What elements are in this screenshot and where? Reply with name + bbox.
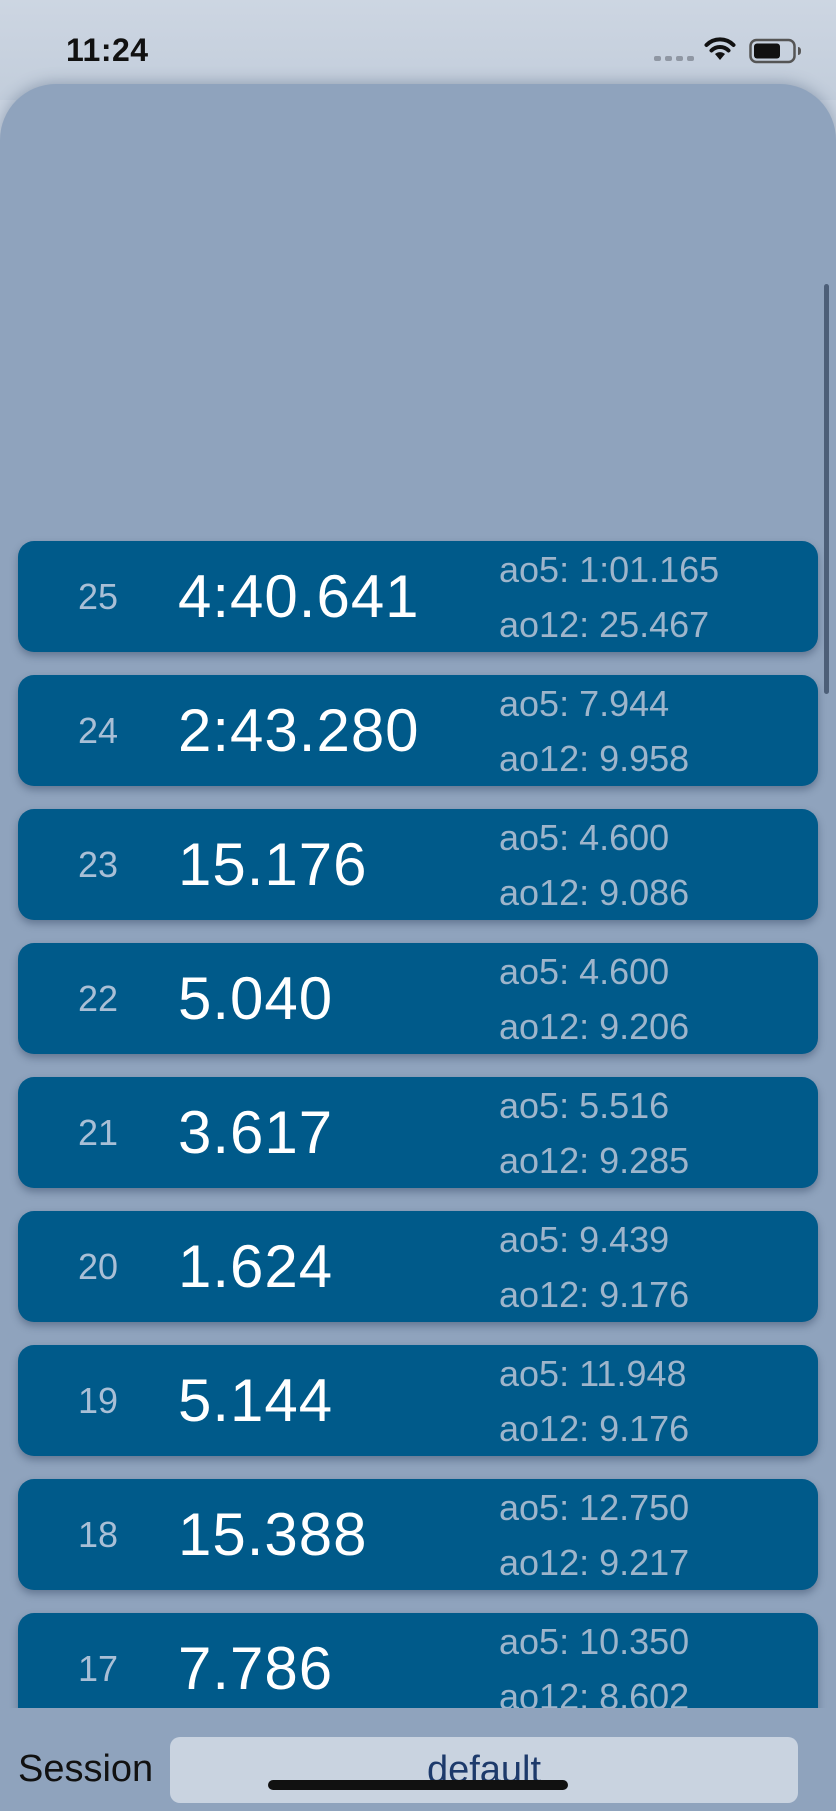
- solve-ao12: ao12: 25.467: [499, 604, 710, 645]
- solve-row[interactable]: 18 15.388 ao5: 12.750 ao12: 9.217: [18, 1479, 818, 1590]
- solve-time: 7.786: [178, 1635, 334, 1702]
- solve-index: 20: [77, 1246, 119, 1287]
- solve-index: 23: [77, 844, 119, 885]
- solve-index: 18: [77, 1514, 119, 1555]
- solve-index: 22: [77, 978, 119, 1019]
- solve-ao12: ao12: 8.602: [499, 1676, 690, 1708]
- solve-index: 25: [77, 576, 119, 617]
- solve-index: 21: [77, 1112, 119, 1153]
- solve-ao5: ao5: 5.516: [499, 1085, 670, 1126]
- session-selector[interactable]: default: [170, 1737, 798, 1803]
- wifi-icon: [703, 35, 737, 66]
- solve-time: 3.617: [178, 1099, 334, 1166]
- solve-ao5: ao5: 1:01.165: [499, 549, 720, 590]
- solve-ao12: ao12: 9.217: [499, 1542, 690, 1583]
- solve-index: 19: [77, 1380, 119, 1421]
- solve-row[interactable]: 21 3.617 ao5: 5.516 ao12: 9.285: [18, 1077, 818, 1188]
- solve-row[interactable]: 17 7.786 ao5: 10.350 ao12: 8.602: [18, 1613, 818, 1708]
- solve-ao5: ao5: 4.600: [499, 951, 670, 992]
- solve-ao12: ao12: 9.958: [499, 738, 690, 779]
- cellular-signal-icon: [654, 56, 694, 62]
- solve-ao5: ao5: 10.350: [499, 1621, 690, 1662]
- solve-time: 2:43.280: [178, 697, 420, 764]
- solve-ao5: ao5: 4.600: [499, 817, 670, 858]
- solve-row[interactable]: 25 4:40.641 ao5: 1:01.165 ao12: 25.467: [18, 541, 818, 652]
- solve-row[interactable]: 22 5.040 ao5: 4.600 ao12: 9.206: [18, 943, 818, 1054]
- solve-time: 15.388: [178, 1501, 368, 1568]
- solve-ao12: ao12: 9.176: [499, 1408, 690, 1449]
- solve-time: 1.624: [178, 1233, 334, 1300]
- solve-time: 15.176: [178, 831, 368, 898]
- session-label: Session: [18, 1748, 154, 1790]
- solves-sheet[interactable]: 25 4:40.641 ao5: 1:01.165 ao12: 25.467 24 2:4…: [0, 84, 836, 1811]
- home-indicator[interactable]: [268, 1780, 568, 1790]
- solve-ao12: ao12: 9.206: [499, 1006, 690, 1047]
- solve-time: 5.144: [178, 1367, 334, 1434]
- battery-icon: [749, 38, 803, 69]
- status-bar: 11:24: [0, 0, 836, 100]
- status-time: 11:24: [66, 32, 149, 68]
- solve-row[interactable]: 24 2:43.280 ao5: 7.944 ao12: 9.958: [18, 675, 818, 786]
- solve-ao12: ao12: 9.285: [499, 1140, 690, 1181]
- solve-ao5: ao5: 9.439: [499, 1219, 670, 1260]
- solve-time: 4:40.641: [178, 563, 420, 630]
- solve-index: 24: [77, 710, 119, 751]
- solve-ao5: ao5: 12.750: [499, 1487, 690, 1528]
- solve-row[interactable]: 19 5.144 ao5: 11.948 ao12: 9.176: [18, 1345, 818, 1456]
- solve-row[interactable]: 23 15.176 ao5: 4.600 ao12: 9.086: [18, 809, 818, 920]
- solve-row[interactable]: 20 1.624 ao5: 9.439 ao12: 9.176: [18, 1211, 818, 1322]
- solve-ao12: ao12: 9.176: [499, 1274, 690, 1315]
- solve-ao12: ao12: 9.086: [499, 872, 690, 913]
- solve-index: 17: [77, 1648, 119, 1689]
- solve-ao5: ao5: 11.948: [499, 1353, 687, 1394]
- solve-ao5: ao5: 7.944: [499, 683, 670, 724]
- solve-time: 5.040: [178, 965, 334, 1032]
- scroll-indicator[interactable]: [824, 284, 829, 694]
- solves-list[interactable]: 25 4:40.641 ao5: 1:01.165 ao12: 25.467 24 2:4…: [0, 84, 836, 1708]
